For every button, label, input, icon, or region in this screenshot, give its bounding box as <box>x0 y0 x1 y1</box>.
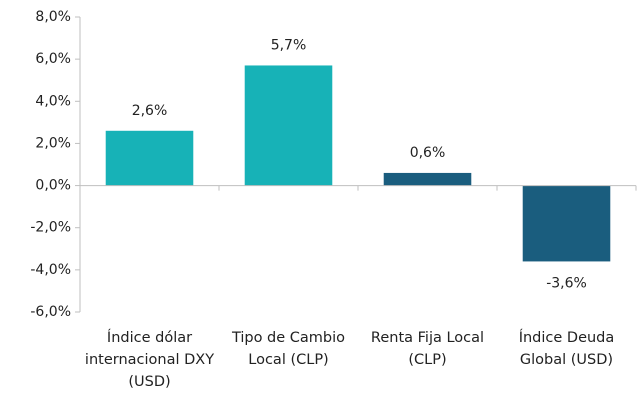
x-tick-label: Índice dólar internacional DXY (USD) <box>84 330 215 390</box>
y-tick-label: 0,0% <box>35 178 71 194</box>
data-label: 2,6% <box>132 103 168 119</box>
bar <box>383 172 472 186</box>
x-tick-label: Tipo de Cambio Local (CLP) <box>231 330 346 368</box>
y-tick-label: 2,0% <box>35 135 71 151</box>
data-label: 5,7% <box>271 37 307 53</box>
y-tick-label: -4,0% <box>30 262 71 278</box>
y-tick-label: 6,0% <box>35 51 71 67</box>
y-tick-label: -2,0% <box>30 220 71 236</box>
y-tick-label: 4,0% <box>35 93 71 109</box>
x-tick-label: Renta Fija Local (CLP) <box>370 330 485 368</box>
data-label: 0,6% <box>410 145 446 161</box>
y-tick-label: 8,0% <box>35 9 71 25</box>
bar <box>105 130 194 186</box>
bar <box>244 65 333 186</box>
x-tick-label: Índice Deuda Global (USD) <box>518 330 615 368</box>
y-tick-label: -6,0% <box>30 304 71 320</box>
data-label: -3,6% <box>546 275 587 291</box>
bar <box>522 185 611 262</box>
